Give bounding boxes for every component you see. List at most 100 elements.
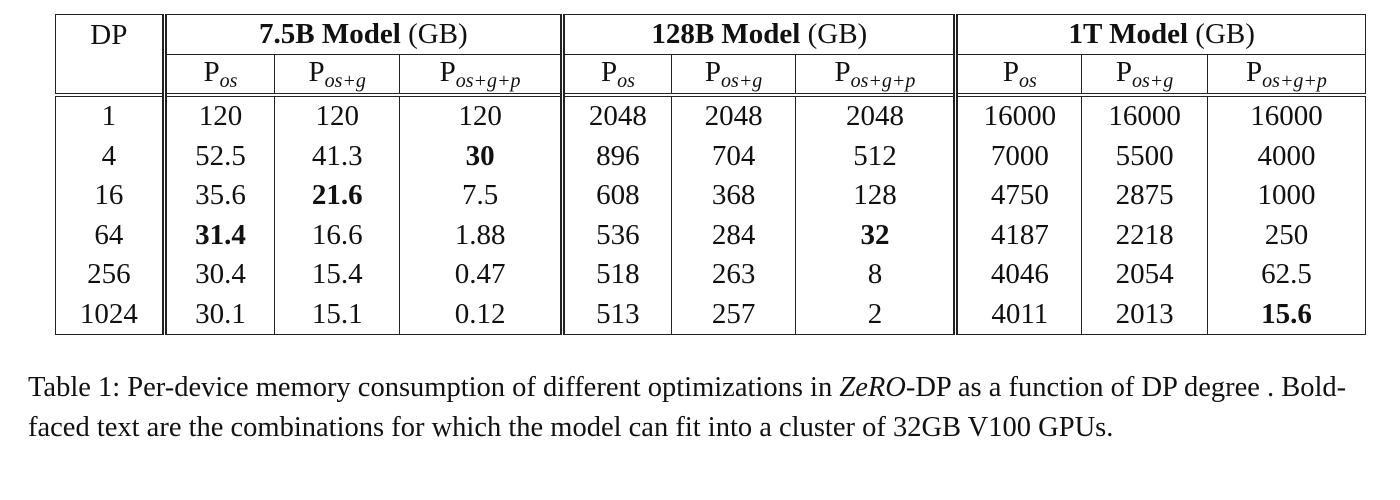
value-cell: 4000 <box>1206 136 1367 176</box>
subheader-sub: os+g <box>721 69 763 92</box>
value-cell: 2013 <box>1081 294 1208 335</box>
value-cell: 32 <box>795 215 957 255</box>
value-cell: 30 <box>399 136 564 176</box>
value-cell: 2875 <box>1081 176 1208 216</box>
dp-cell: 4 <box>55 136 165 176</box>
subheader-sub: os+g <box>324 69 366 92</box>
subheader-sub: os <box>219 69 238 92</box>
subheader-base: P <box>1246 55 1263 88</box>
row-header: DP <box>55 14 165 97</box>
value-cell: 2048 <box>560 95 672 137</box>
value-cell: 0.47 <box>399 255 564 295</box>
table-row: 1 120 120 120 2048 2048 2048 16000 16000 16000 <box>55 95 1367 137</box>
value-cell: 896 <box>560 136 672 176</box>
value-cell: 2218 <box>1081 215 1208 255</box>
value-cell: 608 <box>560 176 672 216</box>
value-cell: 31.4 <box>161 215 276 255</box>
dp-cell: 16 <box>55 176 165 216</box>
value-cell: 257 <box>670 294 797 335</box>
value-cell: 263 <box>670 255 797 295</box>
value-cell: 368 <box>670 176 797 216</box>
value-cell: 1000 <box>1206 176 1367 216</box>
subheader: Pos <box>161 54 276 97</box>
value-cell: 7.5 <box>399 176 564 216</box>
value-cell: 41.3 <box>274 136 401 176</box>
value-cell: 704 <box>670 136 797 176</box>
subheader-base: P <box>1002 55 1019 88</box>
table-row: 16 35.6 21.6 7.5 608 368 128 4750 2875 1000 <box>55 176 1367 216</box>
subheader-base: P <box>704 55 722 88</box>
subheader: Pos+g <box>670 54 797 97</box>
value-cell: 16000 <box>953 95 1083 137</box>
group-header: 128B Model (GB) <box>560 14 957 55</box>
value-cell: 120 <box>161 95 276 137</box>
subheader-sub: os <box>617 69 635 92</box>
subheader: Pos <box>560 54 672 97</box>
value-cell: 52.5 <box>161 136 276 176</box>
group-name: 128B Model <box>651 18 801 50</box>
subheader-sub: os+g+p <box>1262 69 1327 92</box>
subheader-sub: os+g+p <box>850 69 916 92</box>
subheader-base: P <box>439 55 456 88</box>
subheader: Pos+g <box>274 54 401 97</box>
subheader-sub: os+g <box>1132 69 1174 92</box>
value-cell: 8 <box>795 255 957 295</box>
value-cell: 16.6 <box>274 215 401 255</box>
value-cell: 2 <box>795 294 957 335</box>
dp-cell: 64 <box>55 215 165 255</box>
subheader-base: P <box>203 55 220 88</box>
dp-cell: 256 <box>55 255 165 295</box>
value-cell: 2048 <box>795 95 957 137</box>
value-cell: 30.4 <box>161 255 276 295</box>
value-cell: 5500 <box>1081 136 1208 176</box>
value-cell: 513 <box>560 294 672 335</box>
caption-text: -DP as a function of DP degree . Bold-fa… <box>28 372 1347 443</box>
value-cell: 4011 <box>953 294 1083 335</box>
caption: Table 1: Per-device memory consumption o… <box>28 368 1398 448</box>
value-cell: 512 <box>795 136 957 176</box>
table-row: 1024 30.1 15.1 0.12 513 257 2 4011 2013 15.6 <box>55 294 1367 335</box>
subheader-base: P <box>600 55 618 88</box>
value-cell: 4187 <box>953 215 1083 255</box>
value-cell: 4046 <box>953 255 1083 295</box>
table-row: 64 31.4 16.6 1.88 536 284 32 4187 2218 250 <box>55 215 1367 255</box>
group-name: 1T Model <box>1068 18 1189 50</box>
group-header: 1T Model (GB) <box>953 14 1366 55</box>
value-cell: 35.6 <box>161 176 276 216</box>
subheader: Pos+g+p <box>795 54 957 97</box>
subheader: Pos+g+p <box>399 54 564 97</box>
subheader: Pos <box>953 54 1083 97</box>
group-unit: (GB) <box>408 18 468 50</box>
value-cell: 7000 <box>953 136 1083 176</box>
table-row: 256 30.4 15.4 0.47 518 263 8 4046 2054 62.5 <box>55 255 1367 295</box>
value-cell: 30.1 <box>161 294 276 335</box>
memory-table: DP 7.5B Model (GB) 128B Model (GB) 1T Mode… <box>55 14 1367 335</box>
value-cell: 0.12 <box>399 294 564 335</box>
table-row: 4 52.5 41.3 30 896 704 512 7000 5500 4000 <box>55 136 1367 176</box>
value-cell: 15.1 <box>274 294 401 335</box>
dp-cell: 1024 <box>55 294 165 335</box>
value-cell: 128 <box>795 176 957 216</box>
group-header: 7.5B Model (GB) <box>161 14 564 55</box>
value-cell: 62.5 <box>1206 255 1367 295</box>
caption-italic: ZeRO <box>839 372 906 403</box>
subheader-sub: os+g+p <box>455 69 521 92</box>
value-cell: 284 <box>670 215 797 255</box>
subheader-sub: os <box>1019 69 1037 92</box>
value-cell: 2048 <box>670 95 797 137</box>
value-cell: 250 <box>1206 215 1367 255</box>
value-cell: 4750 <box>953 176 1083 216</box>
value-cell: 120 <box>274 95 401 137</box>
subheader-base: P <box>308 55 325 88</box>
value-cell: 2054 <box>1081 255 1208 295</box>
subheader: Pos+g <box>1081 54 1208 97</box>
group-unit: (GB) <box>1195 18 1255 50</box>
subheader-base: P <box>834 55 851 88</box>
value-cell: 120 <box>399 95 564 137</box>
group-unit: (GB) <box>807 18 868 50</box>
group-name: 7.5B Model <box>259 18 401 50</box>
caption-text: Table 1: Per-device memory consumption o… <box>28 372 840 403</box>
value-cell: 15.6 <box>1206 294 1367 335</box>
value-cell: 16000 <box>1081 95 1208 137</box>
